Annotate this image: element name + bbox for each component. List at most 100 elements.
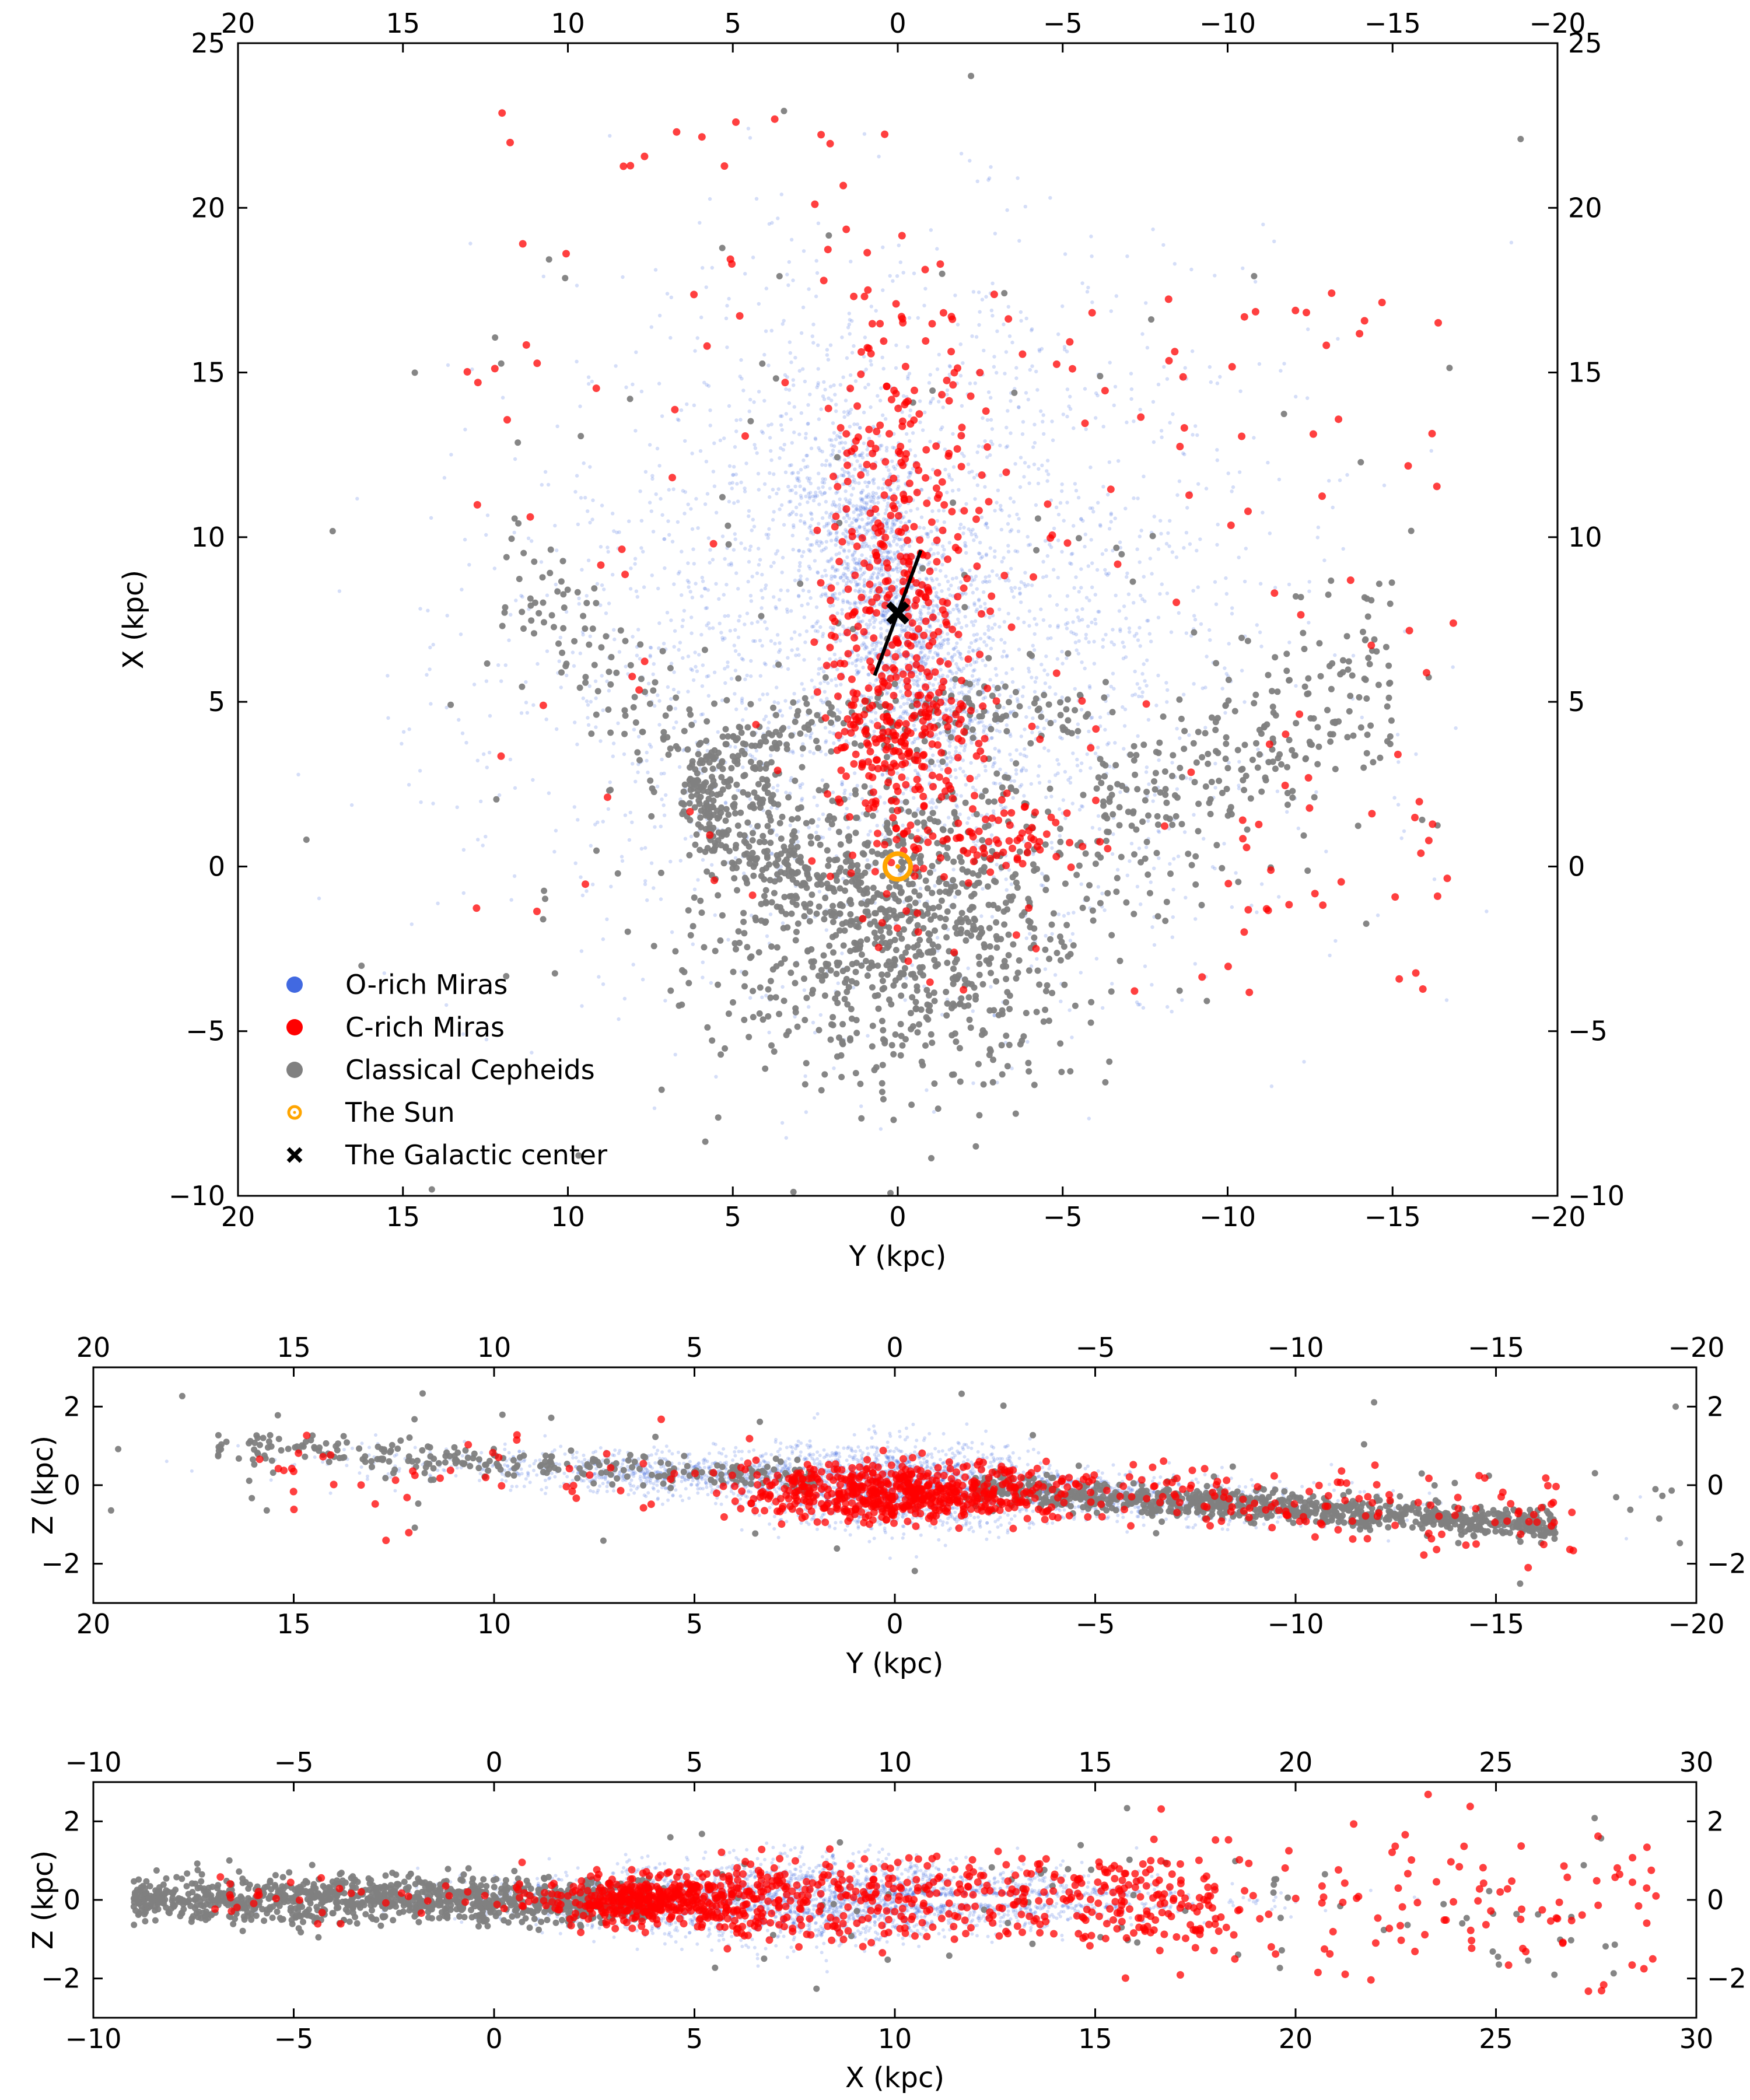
classical-cepheids-point xyxy=(961,976,968,983)
o-rich-miras-point xyxy=(442,475,447,480)
o-rich-miras-point xyxy=(814,258,818,263)
classical-cepheids-point xyxy=(873,935,880,942)
classical-cepheids-point xyxy=(793,929,800,936)
o-rich-miras-point xyxy=(1023,461,1027,465)
o-rich-miras-point xyxy=(823,726,828,730)
o-rich-miras-point xyxy=(1096,814,1101,818)
o-rich-miras-point xyxy=(1138,408,1142,412)
classical-cepheids-point xyxy=(898,858,905,865)
o-rich-miras-point xyxy=(928,625,933,629)
o-rich-miras-point xyxy=(673,706,678,710)
o-rich-miras-point xyxy=(1098,715,1102,719)
o-rich-miras-point xyxy=(584,889,589,893)
o-rich-miras-point xyxy=(985,418,990,422)
o-rich-miras-point xyxy=(1007,334,1012,338)
o-rich-miras-point xyxy=(856,671,860,675)
o-rich-miras-point xyxy=(1158,592,1162,596)
o-rich-miras-point xyxy=(895,542,899,547)
o-rich-miras-point xyxy=(999,803,1003,807)
o-rich-miras-point xyxy=(800,682,804,686)
o-rich-miras-point xyxy=(868,829,873,834)
o-rich-miras-point xyxy=(820,480,825,484)
classical-cepheids-point xyxy=(999,784,1006,791)
o-rich-miras-point xyxy=(881,611,886,615)
classical-cepheids-point xyxy=(989,1079,996,1086)
o-rich-miras-point xyxy=(1086,564,1091,568)
o-rich-miras-point xyxy=(826,681,830,685)
classical-cepheids-point xyxy=(1057,838,1064,845)
o-rich-miras-point xyxy=(915,674,919,679)
classical-cepheids-point xyxy=(1108,988,1115,995)
o-rich-miras-point xyxy=(1016,616,1020,621)
o-rich-miras-point xyxy=(764,993,768,998)
o-rich-miras-point xyxy=(932,1110,936,1114)
o-rich-miras-point xyxy=(407,727,411,732)
o-rich-miras-point xyxy=(751,256,755,260)
o-rich-miras-point xyxy=(1007,579,1011,583)
o-rich-miras-point xyxy=(775,833,779,837)
o-rich-miras-point xyxy=(813,437,818,442)
o-rich-miras-point xyxy=(582,461,586,466)
o-rich-miras-point xyxy=(954,746,958,750)
o-rich-miras-point xyxy=(951,432,955,436)
o-rich-miras-point xyxy=(706,536,711,540)
o-rich-miras-point xyxy=(845,529,849,534)
o-rich-miras-point xyxy=(874,678,878,682)
o-rich-miras-point xyxy=(872,571,876,575)
o-rich-miras-point xyxy=(872,625,876,629)
o-rich-miras-point xyxy=(1003,372,1007,376)
o-rich-miras-point xyxy=(859,1104,863,1108)
o-rich-miras-point xyxy=(866,625,870,629)
o-rich-miras-point xyxy=(876,486,881,490)
o-rich-miras-point xyxy=(1226,471,1230,475)
o-rich-miras-point xyxy=(1322,558,1326,562)
o-rich-miras-point xyxy=(929,576,933,580)
classical-cepheids-point xyxy=(1025,1059,1032,1066)
o-rich-miras-point xyxy=(1008,496,1013,501)
o-rich-miras-point xyxy=(1139,902,1143,907)
o-rich-miras-point xyxy=(649,509,654,513)
o-rich-miras-point xyxy=(794,505,799,510)
o-rich-miras-point xyxy=(883,511,888,516)
o-rich-miras-point xyxy=(947,473,951,477)
o-rich-miras-point xyxy=(790,533,795,538)
o-rich-miras-point xyxy=(867,544,872,549)
o-rich-miras-point xyxy=(701,663,705,667)
o-rich-miras-point xyxy=(536,662,540,666)
o-rich-miras-point xyxy=(1018,592,1022,596)
classical-cepheids-point xyxy=(890,1051,897,1058)
o-rich-miras-point xyxy=(789,499,793,503)
o-rich-miras-point xyxy=(1110,640,1114,645)
o-rich-miras-point xyxy=(1144,301,1148,305)
o-rich-miras-point xyxy=(1032,422,1037,426)
o-rich-miras-point xyxy=(1000,680,1005,685)
o-rich-miras-point xyxy=(912,627,916,631)
o-rich-miras-point xyxy=(1027,624,1031,628)
o-rich-miras-point xyxy=(975,450,979,454)
o-rich-miras-point xyxy=(1005,671,1009,676)
o-rich-miras-point xyxy=(788,351,793,355)
o-rich-miras-point xyxy=(755,620,760,624)
o-rich-miras-point xyxy=(1117,609,1122,613)
o-rich-miras-point xyxy=(673,629,677,633)
classical-cepheids-point xyxy=(1116,957,1124,964)
o-rich-miras-point xyxy=(825,348,830,352)
o-rich-miras-point xyxy=(845,356,849,360)
o-rich-miras-point xyxy=(804,453,808,458)
classical-cepheids-point xyxy=(1060,943,1068,950)
o-rich-miras-point xyxy=(864,522,869,526)
classical-cepheids-point xyxy=(1003,999,1010,1006)
o-rich-miras-point xyxy=(573,720,577,724)
o-rich-miras-point xyxy=(1177,611,1181,615)
o-rich-miras-point xyxy=(915,507,920,511)
o-rich-miras-point xyxy=(1009,566,1013,571)
o-rich-miras-point xyxy=(853,600,857,604)
classical-cepheids-point xyxy=(923,986,930,993)
o-rich-miras-point xyxy=(1042,746,1046,750)
o-rich-miras-point xyxy=(936,759,940,764)
o-rich-miras-point xyxy=(855,422,860,426)
o-rich-miras-point xyxy=(862,583,867,588)
o-rich-miras-point xyxy=(944,733,949,737)
o-rich-miras-point xyxy=(1222,842,1226,846)
classical-cepheids-point xyxy=(970,904,977,911)
